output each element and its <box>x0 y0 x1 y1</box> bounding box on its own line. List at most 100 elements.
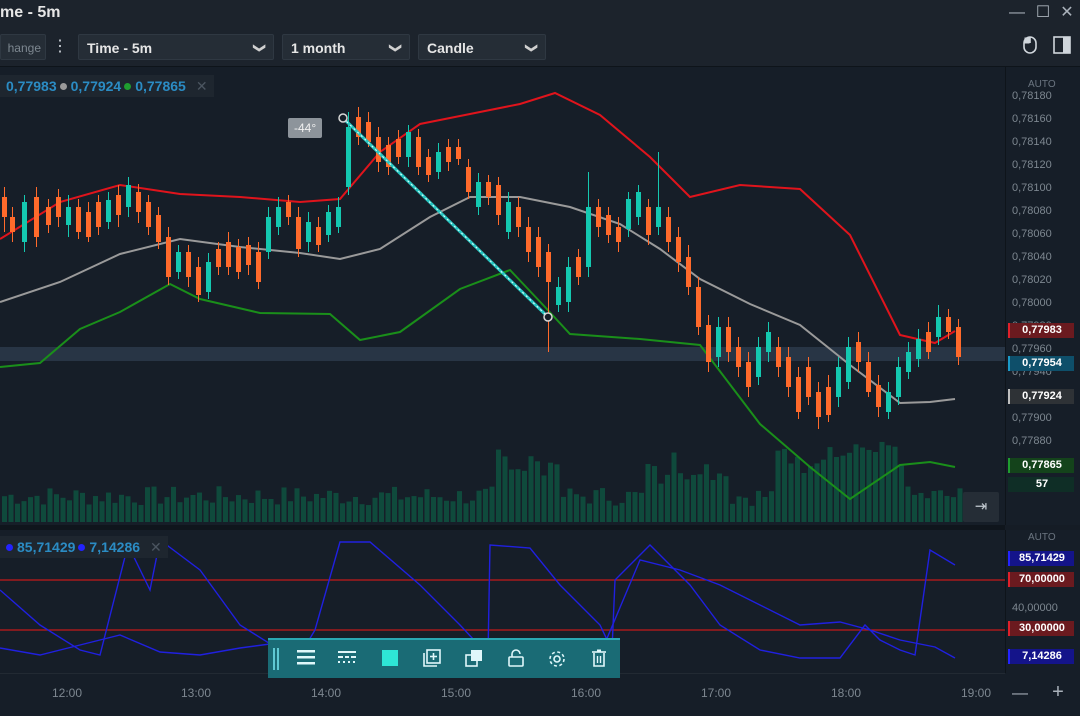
candle-body <box>716 327 721 357</box>
upper-band-line <box>0 91 956 345</box>
close-icon[interactable]: ✕ <box>195 78 208 94</box>
volume-bar <box>366 505 371 522</box>
title-bar: me - 5m — ☐ ✕ <box>0 0 1080 28</box>
price-axis[interactable]: AUTO 0,78180 0,78160 0,78140 0,78120 0,78100… <box>1005 67 1080 525</box>
go-to-last-button[interactable]: ⇥ <box>963 492 999 522</box>
volume-bar <box>912 494 917 522</box>
candle-body <box>456 147 461 159</box>
price-chart[interactable]: 0,77983 0,77924 0,77865 ✕ -44° ⇥ <box>0 67 1005 525</box>
volume-bar <box>242 499 248 522</box>
volume-bar <box>145 487 150 522</box>
oscillator-axis[interactable]: AUTO 85,71429 70,00000 40,00000 30,00000… <box>1005 530 1080 673</box>
volume-bar <box>684 479 690 522</box>
candle-body <box>916 339 921 359</box>
candle-body <box>22 202 27 242</box>
candle-body <box>426 157 431 175</box>
legend-lower-value: 0,77865 <box>135 78 186 94</box>
candle-body <box>576 257 581 277</box>
zoom-in-button[interactable]: + <box>1052 681 1064 703</box>
volume-bar <box>177 502 183 522</box>
add-clone-icon[interactable] <box>421 649 443 671</box>
candle-body <box>876 385 881 407</box>
time-tick: 12:00 <box>51 686 83 700</box>
volume-bar <box>678 473 683 522</box>
volume-bar <box>164 497 170 522</box>
volume-bar <box>405 497 410 522</box>
volume-bar <box>249 502 254 522</box>
osc-level-30-tag: 30,00000 <box>1008 621 1074 636</box>
volume-bar <box>691 474 696 522</box>
volume-bar <box>548 462 553 522</box>
candlestick-plot <box>0 91 963 522</box>
volume-bar <box>632 492 638 522</box>
chevron-down-icon: ❯ <box>388 42 403 54</box>
time-axis[interactable]: 12:00 13:00 14:00 15:00 16:00 17:00 18:0… <box>0 673 1005 716</box>
candle-body <box>326 212 331 235</box>
chart-type-select[interactable]: Candle ❯ <box>418 34 546 60</box>
close-icon[interactable]: ✕ <box>150 539 162 555</box>
price-axis-tick: 0,78160 <box>1012 113 1052 125</box>
fill-square-icon[interactable] <box>379 649 401 671</box>
volume-bar <box>775 450 781 522</box>
volume-bar <box>28 497 33 522</box>
volume-bar <box>67 500 72 522</box>
candle-body <box>946 317 951 332</box>
close-button[interactable]: ✕ <box>1060 4 1074 21</box>
price-axis-tick: 0,78060 <box>1012 228 1052 240</box>
volume-bar <box>236 495 241 522</box>
volume-bar <box>444 500 449 522</box>
symbol-input[interactable]: hange <box>0 34 46 60</box>
volume-bar <box>125 496 131 522</box>
menu-lines-icon[interactable] <box>295 649 317 671</box>
duplicate-icon[interactable] <box>463 649 485 671</box>
range-select[interactable]: 1 month ❯ <box>282 34 410 60</box>
drag-handle[interactable] <box>273 648 279 670</box>
upper-band-price-tag: 0,77983 <box>1008 323 1074 338</box>
candle-body <box>296 217 301 249</box>
volume-bar <box>574 494 579 522</box>
volume-bar <box>119 494 124 522</box>
candle-body <box>316 227 321 245</box>
trend-line <box>341 116 550 319</box>
candle-body <box>726 327 731 352</box>
volume-bar <box>138 504 144 522</box>
timeframe-select[interactable]: Time - 5m ❯ <box>78 34 274 60</box>
dashed-lines-icon[interactable] <box>336 649 358 671</box>
volume-bar <box>353 496 358 522</box>
candle-body <box>616 227 621 242</box>
volume-bar <box>905 486 911 522</box>
trend-line-end-handle <box>543 312 553 322</box>
unlock-icon[interactable] <box>505 649 527 671</box>
candle-body <box>776 347 781 367</box>
candle-body <box>416 137 421 167</box>
volume-bar <box>483 488 488 522</box>
axis-auto-label[interactable]: AUTO <box>1028 79 1056 90</box>
volume-bar <box>210 502 215 522</box>
kebab-menu-icon[interactable]: ⋮ <box>52 38 68 55</box>
mouse-icon[interactable] <box>1019 36 1041 58</box>
candle-body <box>236 247 241 272</box>
candle-body <box>56 197 61 217</box>
volume-bar <box>782 448 787 522</box>
window-title: me - 5m <box>0 4 61 21</box>
settings-gear-icon[interactable] <box>546 649 568 671</box>
volume-bar <box>223 497 228 522</box>
panel-toggle-icon[interactable] <box>1051 36 1073 58</box>
candle-body <box>606 215 611 235</box>
candle-body <box>446 147 451 162</box>
maximize-button[interactable]: ☐ <box>1035 4 1051 21</box>
trash-icon[interactable] <box>588 649 610 671</box>
price-highlight-band <box>0 347 1005 361</box>
volume-bar <box>671 452 677 522</box>
axis-auto-label[interactable]: AUTO <box>1028 532 1056 543</box>
volume-bar <box>34 495 40 522</box>
price-axis-tick: 0,78080 <box>1012 205 1052 217</box>
volume-bar <box>710 479 716 522</box>
zoom-out-button[interactable]: — <box>1012 685 1028 702</box>
minimize-button[interactable]: — <box>1009 4 1025 21</box>
candle-body <box>216 249 221 267</box>
pane-divider[interactable] <box>0 525 1005 530</box>
chevron-down-icon: ❯ <box>524 42 539 54</box>
volume-bar <box>398 499 404 522</box>
time-tick: 13:00 <box>180 686 212 700</box>
